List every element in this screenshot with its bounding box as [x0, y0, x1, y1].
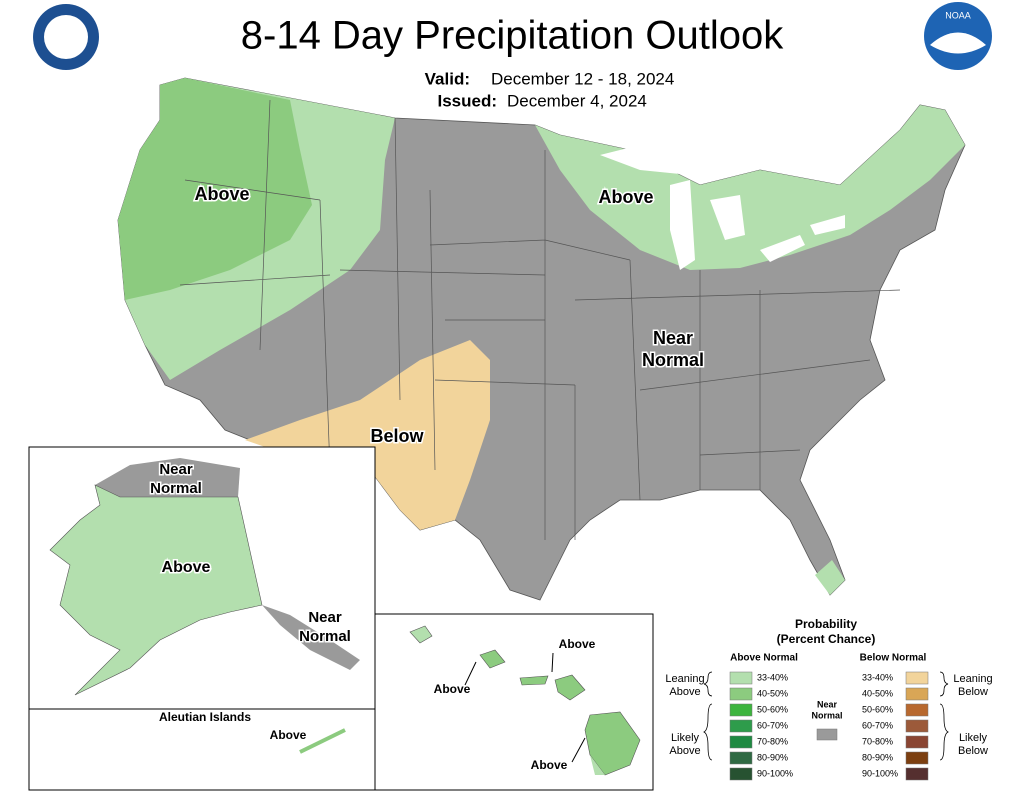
legend-label: 33-40% — [862, 672, 893, 682]
legend-label: 40-50% — [862, 688, 893, 698]
legend-swatch — [905, 703, 929, 717]
legend-label: 60-70% — [757, 720, 788, 730]
legend-swatch — [729, 751, 753, 765]
legend-label: 80-90% — [862, 752, 893, 762]
above-area — [49, 484, 263, 696]
legend-near: Normal — [811, 710, 842, 720]
hawaii-inset: Above Above Above — [374, 613, 654, 791]
legend-label: 70-80% — [862, 736, 893, 746]
legend-group: Likely — [671, 732, 700, 744]
doc-logo-inner — [44, 15, 88, 59]
legend-group: Leaning — [953, 673, 992, 685]
issued-date: December 4, 2024 — [507, 91, 647, 110]
legend-header: Below Normal — [860, 653, 927, 664]
island — [584, 711, 641, 776]
legend-label: 90-100% — [862, 768, 898, 778]
legend-group: Below — [958, 686, 988, 698]
near-normal-area — [262, 605, 360, 670]
title: 8-14 Day Precipitation Outlook — [241, 14, 785, 58]
legend-swatch — [729, 687, 753, 701]
region-label: Near — [653, 328, 693, 348]
legend-swatch — [905, 671, 929, 685]
island — [554, 674, 586, 701]
legend-group: Above — [669, 745, 700, 757]
inset-title: Aleutian Islands — [159, 710, 251, 724]
region-label: Above — [531, 758, 568, 772]
legend-swatch — [729, 767, 753, 781]
legend-braces — [703, 671, 949, 761]
legend-label: 50-60% — [757, 704, 788, 714]
region-label: Above — [162, 559, 211, 576]
island — [409, 625, 433, 644]
region-label: Above — [598, 187, 653, 207]
legend-label: 90-100% — [757, 768, 793, 778]
pointer-lines — [464, 652, 586, 763]
legend-swatch — [816, 728, 838, 741]
legend-label: 70-80% — [757, 736, 788, 746]
noaa-text: NOAA — [945, 10, 971, 20]
inset-box — [28, 708, 376, 791]
issued-label: Issued: — [437, 91, 497, 110]
region-label: Above — [559, 637, 596, 651]
legend-title: (Percent Chance) — [777, 632, 876, 646]
legend-group: Leaning — [665, 673, 704, 685]
legend-title: Probability — [795, 617, 857, 631]
legend-swatch — [729, 703, 753, 717]
region-label: Normal — [299, 628, 351, 645]
valid-label: Valid: — [425, 69, 470, 88]
aleutian-inset: Aleutian Islands Above — [28, 708, 376, 791]
legend-label: 33-40% — [757, 672, 788, 682]
legend-swatch — [905, 719, 929, 733]
alaska-inset: Near Normal Above Near Normal — [28, 446, 376, 710]
region-label: Near — [308, 609, 342, 626]
legend: Probability (Percent Chance) Above Norma… — [665, 617, 993, 781]
near-normal-area — [95, 458, 240, 497]
valid-dates: December 12 - 18, 2024 — [491, 69, 674, 88]
legend-swatch — [729, 719, 753, 733]
region-label: Above — [434, 682, 471, 696]
island-part — [590, 755, 605, 775]
islands — [299, 728, 346, 754]
legend-label: 40-50% — [757, 688, 788, 698]
region-label: Above — [194, 184, 249, 204]
above-40-nw — [118, 78, 312, 300]
legend-near: Near — [817, 699, 838, 709]
legend-swatch — [905, 767, 929, 781]
state-lines — [179, 99, 901, 540]
island — [519, 675, 549, 686]
legend-group: Above — [669, 686, 700, 698]
legend-group: Below — [958, 745, 988, 757]
legend-swatch — [905, 735, 929, 749]
legend-swatch — [729, 735, 753, 749]
below-leaning-sw — [245, 340, 490, 530]
above-leaning-ne — [535, 105, 965, 270]
region-label: Above — [270, 728, 307, 742]
legend-group: Likely — [959, 732, 988, 744]
region-label: Normal — [642, 350, 704, 370]
legend-header: Above Normal — [730, 653, 798, 664]
region-label: Near — [159, 461, 193, 478]
legend-label: 80-90% — [757, 752, 788, 762]
legend-swatch — [905, 687, 929, 701]
region-label: Below — [370, 426, 424, 446]
island — [479, 649, 506, 669]
above-leaning-fl — [815, 560, 845, 595]
legend-swatch — [905, 751, 929, 765]
region-label: Normal — [150, 480, 202, 497]
great-lakes — [600, 145, 845, 270]
legend-label: 50-60% — [862, 704, 893, 714]
noaa-bird — [930, 32, 986, 54]
legend-label: 60-70% — [862, 720, 893, 730]
legend-swatch — [729, 671, 753, 685]
